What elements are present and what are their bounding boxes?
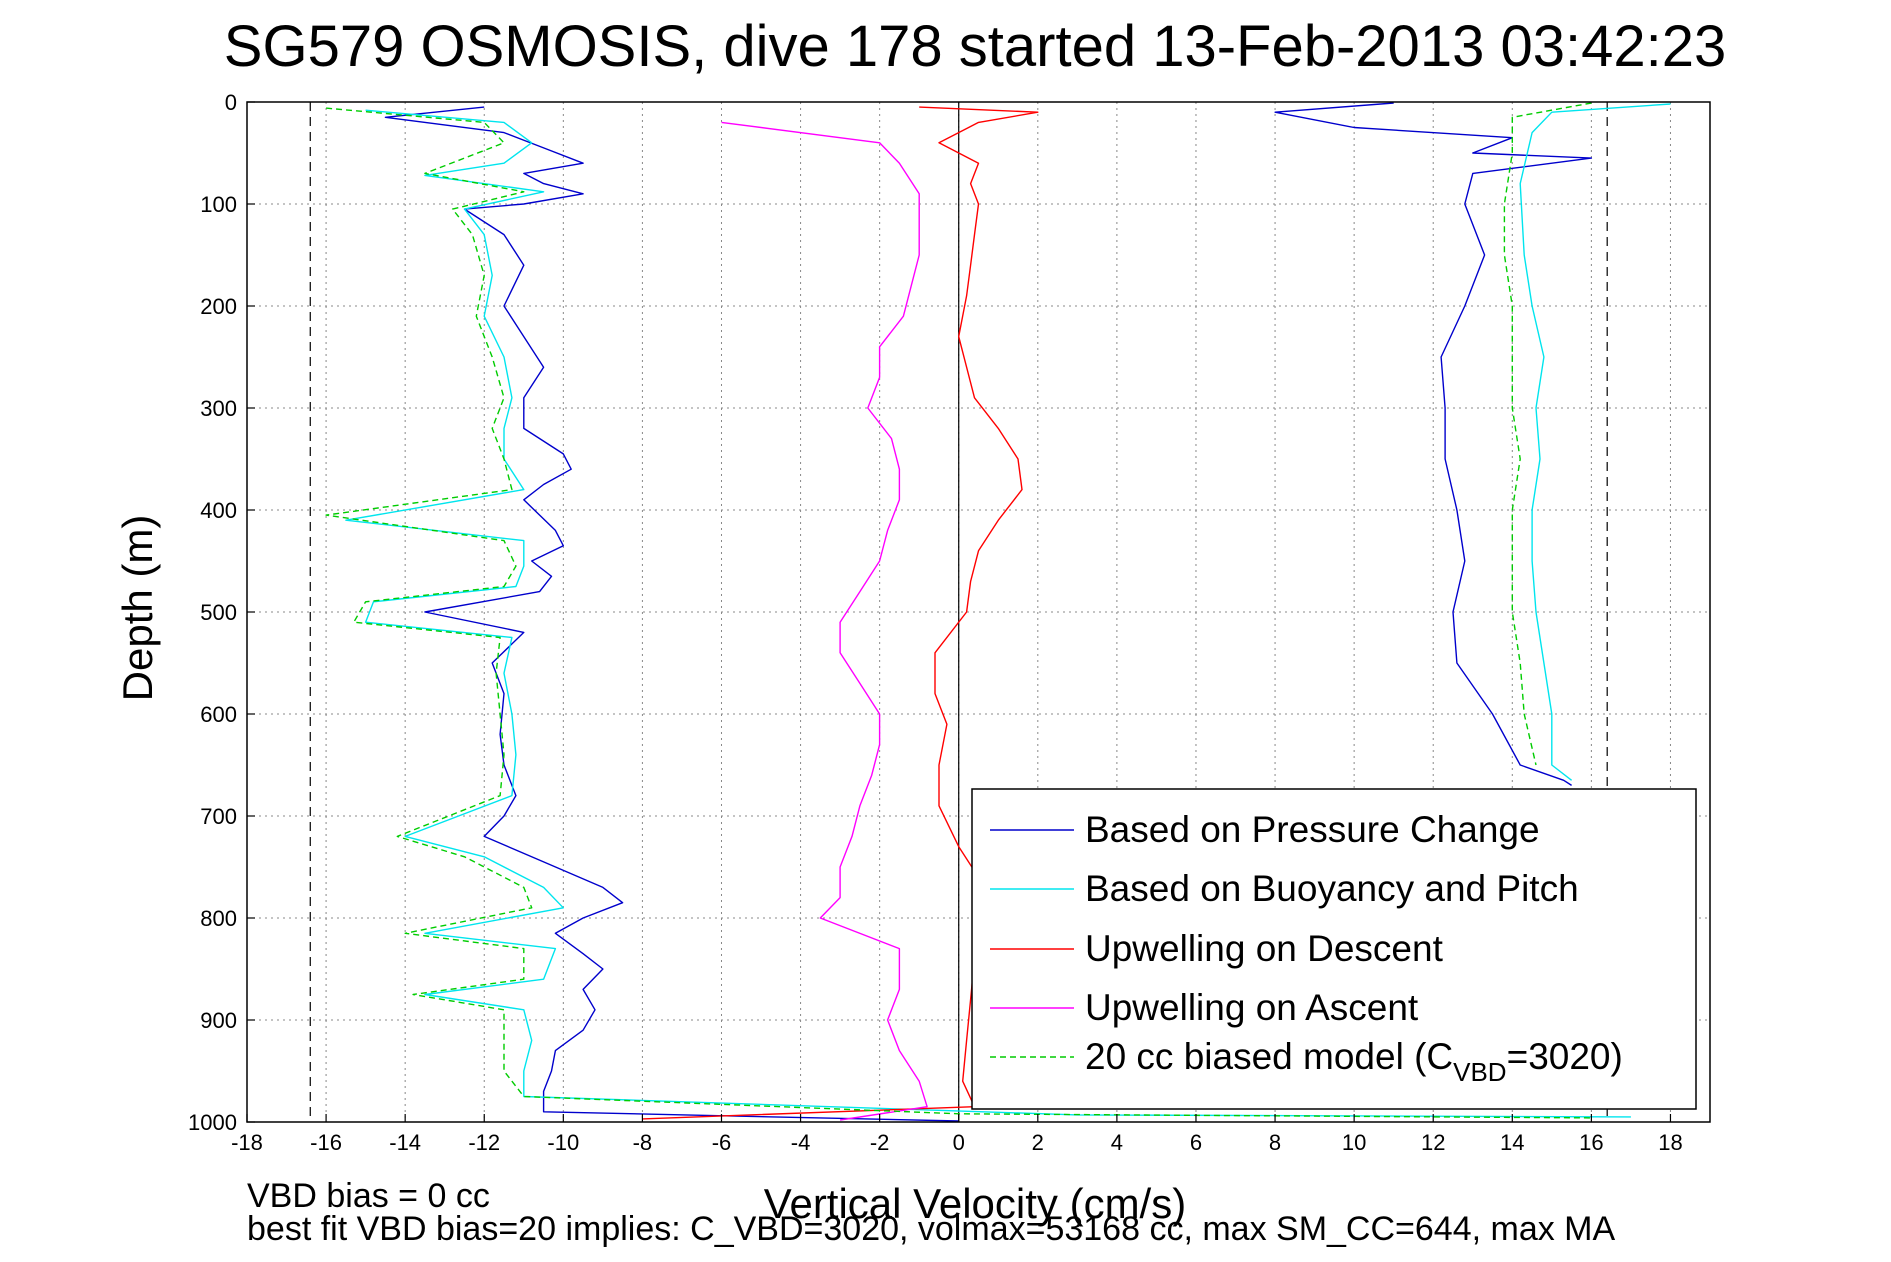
y-tick-label: 800 — [200, 906, 237, 931]
x-tick-label: 4 — [1111, 1130, 1123, 1155]
legend-label-3: Upwelling on Descent — [1085, 928, 1444, 969]
data-series — [325, 102, 1671, 1122]
x-tick-label: -10 — [547, 1130, 579, 1155]
x-tick-label: 2 — [1032, 1130, 1044, 1155]
x-tick-label: 14 — [1500, 1130, 1524, 1155]
x-tick-label: 6 — [1190, 1130, 1202, 1155]
x-tick-label: -14 — [389, 1130, 421, 1155]
axis-ticks: -18 -16 -14 -12 -10 -8 -6 -4 -2 0 2 4 6 8 10 12 14 16 18 0 1… — [188, 90, 1683, 1155]
x-axis-label: Vertical Velocity (cm/s) — [764, 1180, 1186, 1227]
y-tick-label: 600 — [200, 702, 237, 727]
chart-title: SG579 OSMOSIS, dive 178 started 13-Feb-2… — [224, 14, 1726, 79]
x-tick-label: -4 — [791, 1130, 811, 1155]
series-line-1 — [384, 102, 1593, 1122]
series-line-2 — [345, 103, 1671, 1118]
x-tick-label: -8 — [633, 1130, 653, 1155]
x-tick-label: 18 — [1658, 1130, 1682, 1155]
legend-label-5: 20 cc biased model (CVBD=3020) — [1085, 1036, 1623, 1087]
y-axis-label: Depth (m) — [114, 515, 161, 702]
series-line-4 — [721, 121, 928, 1121]
y-tick-label: 200 — [200, 294, 237, 319]
y-tick-label: 0 — [225, 90, 237, 115]
y-tick-label: 400 — [200, 498, 237, 523]
legend-label-4: Upwelling on Ascent — [1085, 987, 1419, 1028]
y-tick-label: 900 — [200, 1008, 237, 1033]
legend: Based on Pressure Change Based on Buoyanc… — [971, 788, 1697, 1110]
reference-lines — [309, 102, 1608, 1122]
x-tick-label: -16 — [310, 1130, 342, 1155]
x-tick-label: 8 — [1269, 1130, 1281, 1155]
y-tick-label: 1000 — [188, 1110, 237, 1135]
x-tick-label: -18 — [231, 1130, 263, 1155]
y-tick-label: 500 — [200, 600, 237, 625]
x-tick-label: 12 — [1421, 1130, 1445, 1155]
x-tick-label: -12 — [468, 1130, 500, 1155]
x-tick-label: -6 — [712, 1130, 732, 1155]
x-tick-label: 0 — [953, 1130, 965, 1155]
legend-label-2: Based on Buoyancy and Pitch — [1085, 868, 1579, 909]
footnote-best-fit: best fit VBD bias=20 implies: C_VBD=3020… — [247, 1210, 1616, 1248]
x-tick-label: 16 — [1579, 1130, 1603, 1155]
legend-label-1: Based on Pressure Change — [1085, 809, 1540, 850]
series-line-5 — [325, 102, 1592, 1119]
x-tick-label: 10 — [1342, 1130, 1366, 1155]
footnote-vbd-bias: VBD bias = 0 cc — [247, 1177, 490, 1215]
y-tick-label: 300 — [200, 396, 237, 421]
x-tick-label: -2 — [870, 1130, 890, 1155]
legend-box — [971, 788, 1697, 1110]
y-tick-label: 700 — [200, 804, 237, 829]
y-tick-label: 100 — [200, 192, 237, 217]
